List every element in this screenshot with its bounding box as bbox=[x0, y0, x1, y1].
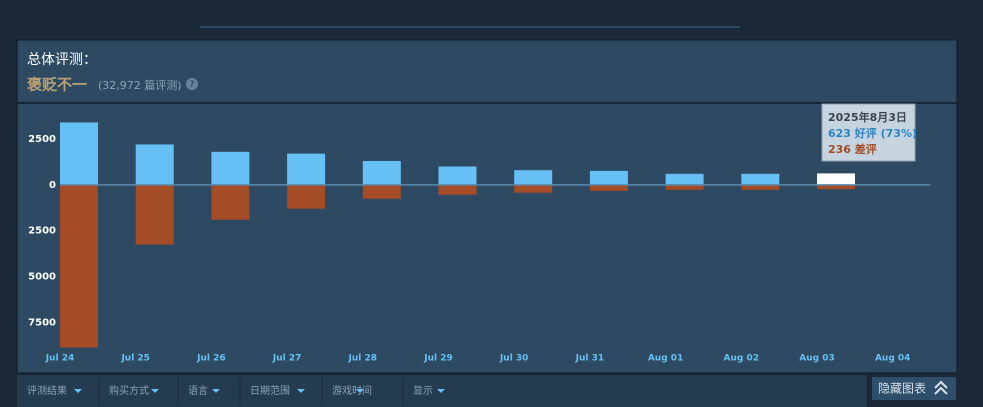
filter-arrow bbox=[356, 389, 364, 393]
y-tick-label: 5000 bbox=[28, 272, 56, 283]
y-tick-label: 2500 bbox=[28, 134, 56, 145]
hide-button[interactable] bbox=[872, 377, 956, 400]
tooltip-negative: 236 差评 bbox=[828, 142, 877, 156]
count: (32,972 篇评测) bbox=[98, 78, 182, 92]
y-tick-label: 2500 bbox=[28, 226, 56, 237]
tooltip-date: 2025年8月3日 bbox=[828, 110, 907, 124]
x-tick-label: Jul 26 bbox=[196, 354, 226, 364]
bar bbox=[211, 151, 250, 185]
bar bbox=[438, 184, 477, 195]
x-tick-label: Aug 04 bbox=[875, 354, 910, 364]
bar bbox=[514, 184, 553, 193]
bar bbox=[514, 170, 553, 185]
x-tick-label: Jul 29 bbox=[423, 354, 453, 364]
hide-button-label: 隐藏图表 bbox=[878, 382, 926, 396]
tooltip bbox=[821, 103, 916, 162]
filter-arrow bbox=[212, 389, 220, 393]
filter-label[interactable]: 显示 bbox=[413, 385, 433, 397]
hide-icon bbox=[934, 380, 948, 395]
bar bbox=[817, 173, 855, 185]
bar bbox=[589, 170, 628, 185]
bar bbox=[362, 184, 401, 199]
bar bbox=[741, 184, 780, 190]
bar bbox=[287, 184, 326, 209]
bar bbox=[60, 184, 98, 348]
rating: 褒贬不一 bbox=[26, 76, 87, 94]
bar bbox=[135, 144, 174, 185]
filter-arrow bbox=[437, 389, 445, 393]
filter-label[interactable]: 语言 bbox=[188, 384, 208, 397]
bar bbox=[287, 153, 326, 185]
bar bbox=[665, 173, 704, 185]
x-tick-label: Aug 02 bbox=[724, 354, 759, 364]
x-tick-label: Jul 25 bbox=[120, 354, 150, 364]
filter-label[interactable]: 评测结果 bbox=[27, 384, 67, 397]
filter-label[interactable]: 购买方式 bbox=[109, 384, 149, 397]
chart: 2500 0 2500 5000 7500 Jul 24 Jul 25 Jul 26 Jul 2… bbox=[28, 103, 931, 364]
x-tick-label: Jul 30 bbox=[499, 354, 529, 364]
filter-arrow bbox=[297, 389, 305, 393]
bar bbox=[589, 184, 628, 191]
bar bbox=[665, 184, 704, 190]
x-tick-label: Aug 03 bbox=[799, 354, 834, 364]
tooltip-positive: 623 好评 (73%) bbox=[828, 126, 917, 140]
filter-label[interactable]: 游戏时间 bbox=[332, 384, 372, 397]
x-tick-label: Jul 28 bbox=[348, 354, 378, 364]
filter-label[interactable]: 日期范围 bbox=[250, 384, 290, 397]
bar bbox=[438, 166, 477, 185]
help-text: ? bbox=[190, 80, 195, 90]
bar bbox=[817, 184, 855, 190]
x-tick-label: Jul 31 bbox=[575, 354, 605, 364]
bar bbox=[741, 173, 780, 185]
x-tick-label: Jul 27 bbox=[272, 354, 302, 364]
y-tick-label: 0 bbox=[49, 180, 56, 191]
filters: 评测结果 购买方式 语言 日期范围 游戏时间 显示 bbox=[27, 377, 445, 405]
bar bbox=[362, 160, 401, 185]
help-icon[interactable] bbox=[186, 78, 198, 90]
bar bbox=[60, 122, 98, 185]
x-tick-label: Jul 24 bbox=[45, 354, 75, 364]
x-tick-label: Aug 01 bbox=[648, 354, 683, 364]
bar bbox=[135, 184, 174, 245]
filter-arrow bbox=[74, 389, 82, 393]
filter-arrow bbox=[151, 389, 159, 393]
top-bar bbox=[200, 26, 740, 28]
bar bbox=[211, 184, 250, 220]
title: 总体评测： bbox=[27, 52, 97, 68]
y-tick-label: 7500 bbox=[28, 317, 56, 328]
